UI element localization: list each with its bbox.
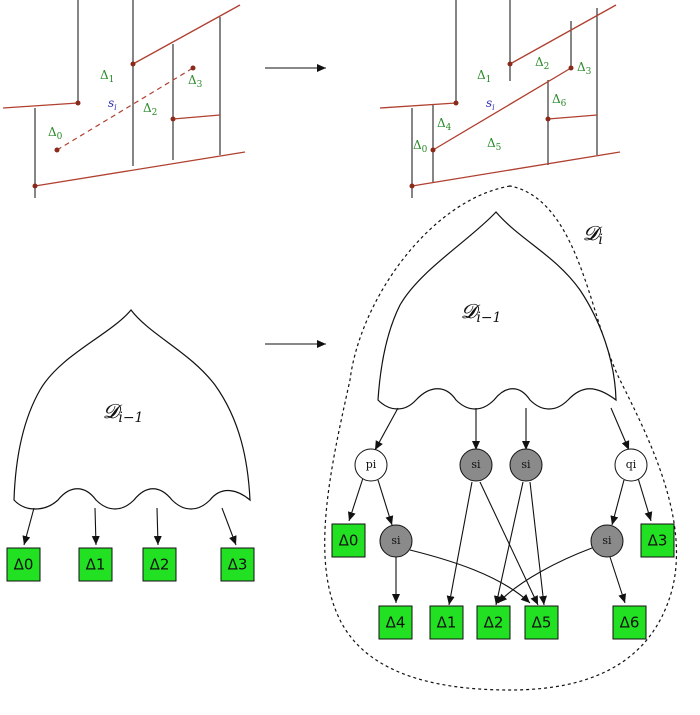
edge (377, 479, 394, 526)
label-delta1: Δ1 (477, 68, 491, 85)
segment (34, 151, 246, 187)
leaf-delta3-label: Δ3 (228, 556, 248, 574)
leaf-delta6 (612, 605, 647, 640)
segment (547, 114, 598, 120)
leaf-delta0-label: Δ0 (339, 532, 359, 550)
node-pi (354, 448, 388, 482)
leaf-delta0 (6, 547, 41, 582)
leaf-delta3 (640, 523, 675, 558)
edge (610, 479, 625, 526)
node-si (590, 524, 624, 558)
endpoint (54, 147, 60, 153)
node-si (459, 448, 493, 482)
outer-structure-label: 𝓓i (583, 221, 603, 248)
leaf-delta5 (524, 605, 559, 640)
leaf-delta0 (331, 523, 366, 558)
node-qi (614, 448, 648, 482)
leaf-delta2 (476, 605, 511, 640)
label-si: si (108, 96, 117, 112)
leaf-delta5-label: Δ5 (532, 614, 552, 632)
label-si: si (486, 96, 495, 112)
label-delta1: Δ1 (100, 68, 114, 85)
node-si (379, 524, 413, 558)
endpoint (75, 100, 81, 106)
leaf-delta3-label: Δ3 (648, 532, 668, 550)
edge (409, 549, 531, 604)
bottom-right-structure: 𝓓i 𝓓i−1 pi si si qi si s (324, 185, 678, 691)
endpoint (453, 100, 459, 106)
edge (446, 481, 473, 606)
leaf-delta4-label: Δ4 (386, 614, 406, 632)
edge (347, 477, 364, 522)
outer-dashed-boundary (324, 185, 678, 691)
label-delta6: Δ6 (552, 92, 567, 109)
edge (153, 507, 162, 546)
endpoint (190, 65, 196, 71)
leaf-delta4 (378, 605, 413, 640)
segment (379, 102, 457, 109)
node-si-label: si (391, 534, 401, 547)
segment-si (432, 67, 572, 151)
label-delta4: Δ4 (437, 116, 452, 133)
segment (509, 4, 617, 65)
label-delta3: Δ3 (577, 60, 592, 77)
edge (609, 556, 627, 604)
leaf-delta0-label: Δ0 (14, 556, 34, 574)
leaf-delta1 (78, 547, 113, 582)
top-right-map: Δ0 Δ4 Δ1 Δ5 Δ2 Δ6 Δ3 si (379, 0, 621, 198)
leaf-delta2-label: Δ2 (150, 556, 170, 574)
segment (172, 114, 221, 120)
edge (529, 481, 547, 606)
endpoint (130, 61, 136, 67)
leaf-delta1 (429, 605, 464, 640)
inner-structure-blob (377, 211, 617, 410)
endpoint (545, 116, 551, 122)
structure-label: 𝓓i−1 (103, 399, 143, 426)
structure-blob (13, 309, 251, 510)
endpoint (170, 116, 176, 122)
label-delta2: Δ2 (535, 55, 549, 72)
edge (22, 507, 35, 546)
node-si-label: si (602, 534, 612, 547)
node-qi-label: qi (626, 458, 637, 471)
label-delta0: Δ0 (413, 138, 428, 155)
leaf-delta1-label: Δ1 (437, 614, 457, 632)
leaf-delta6-label: Δ6 (620, 614, 640, 632)
label-delta2: Δ2 (143, 101, 157, 118)
edge (374, 407, 399, 451)
bottom-left-structure: 𝓓i−1 Δ0 Δ1 Δ2 Δ3 (6, 309, 255, 582)
edge (494, 481, 524, 606)
edge (497, 547, 593, 604)
node-pi-label: pi (366, 458, 377, 471)
edge (610, 407, 630, 451)
endpoint (409, 183, 415, 189)
label-delta3: Δ3 (188, 73, 203, 90)
segment (2, 102, 79, 109)
endpoint (507, 61, 513, 67)
label-delta5: Δ5 (487, 136, 502, 153)
leaf-delta2 (142, 547, 177, 582)
segment (411, 151, 621, 187)
endpoint (568, 65, 574, 71)
endpoint (430, 147, 436, 153)
leaf-delta3 (220, 547, 255, 582)
edge (221, 507, 237, 546)
edge (637, 477, 653, 522)
node-si-label: si (521, 458, 531, 471)
inner-structure-label: 𝓓i−1 (461, 299, 501, 326)
label-delta0: Δ0 (48, 125, 63, 142)
segment (132, 4, 241, 65)
leaf-delta2-label: Δ2 (484, 614, 504, 632)
leaf-delta1-label: Δ1 (86, 556, 106, 574)
edge (91, 507, 100, 546)
node-si-label: si (471, 458, 481, 471)
top-left-map: Δ0 Δ1 Δ2 Δ3 si (2, 0, 246, 198)
node-si (509, 448, 543, 482)
endpoint (32, 183, 38, 189)
